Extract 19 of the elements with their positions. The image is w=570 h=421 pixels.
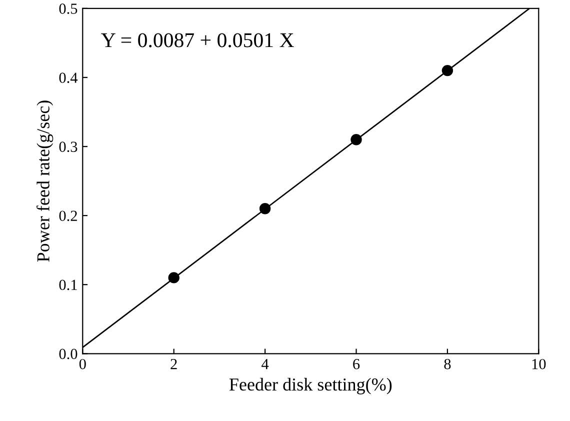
x-tick-label: 8 <box>444 358 451 370</box>
point <box>168 272 180 284</box>
x-tick-label: 0 <box>79 358 86 370</box>
y-tick-label: 0.0 <box>59 348 78 360</box>
point <box>350 134 362 146</box>
point <box>442 64 454 76</box>
y-axis-title: Power feed rate(g/sec) <box>36 100 54 262</box>
y-tick-label: 0.3 <box>59 142 78 152</box>
y-tick-label: 0.1 <box>59 280 77 290</box>
point <box>259 203 271 214</box>
annotation: Y = 0.0087 + 0.0501 X <box>101 33 294 48</box>
y-tick-label: 0.5 <box>59 4 78 14</box>
x-tick-label: 4 <box>262 359 269 370</box>
y-tick-label: 0.4 <box>59 72 78 83</box>
x-tick-label: 2 <box>170 358 177 370</box>
x-tick-label: 10 <box>532 358 546 370</box>
x-tick-label: 6 <box>353 358 360 370</box>
x-axis-title: Feeder disk setting(%) <box>229 378 392 394</box>
y-tick-label: 0.2 <box>59 210 77 222</box>
